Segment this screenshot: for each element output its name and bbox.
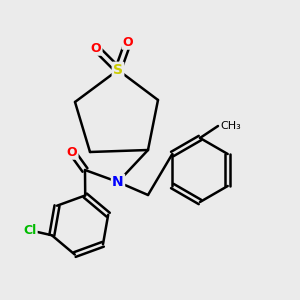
Text: O: O <box>67 146 77 158</box>
Text: Cl: Cl <box>23 224 36 237</box>
Text: N: N <box>112 175 124 189</box>
Text: O: O <box>123 35 133 49</box>
Text: S: S <box>113 63 123 77</box>
Text: O: O <box>91 41 101 55</box>
Text: CH₃: CH₃ <box>220 121 241 131</box>
